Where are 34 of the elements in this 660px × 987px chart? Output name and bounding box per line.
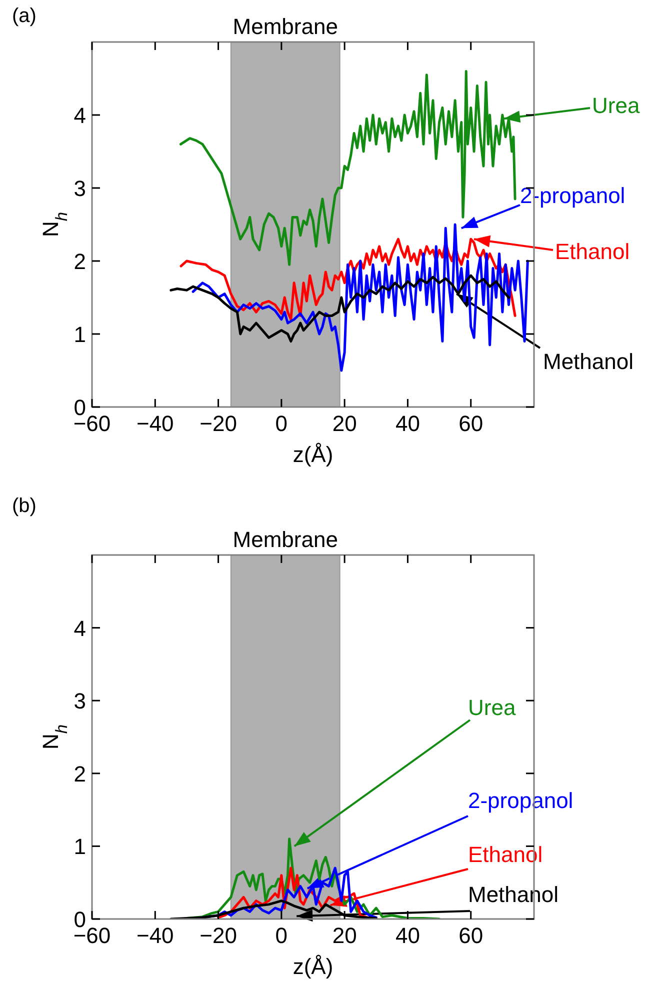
y-tick-label: 1 [74,834,86,860]
annotation: 2-propanol [520,183,626,208]
x-axis-title: z(Å) [292,954,334,979]
annotation: Methanol [468,882,559,907]
annotation: Ethanol [555,239,630,264]
y-tick-label: 2 [74,761,86,786]
x-tick-label: −40 [136,923,174,948]
x-tick-label: 0 [275,923,288,948]
y-tick-label: 4 [74,103,86,128]
y-tick-label: 2 [74,249,86,274]
y-tick-label: 4 [74,616,86,641]
chart-title: (a) [12,5,36,27]
x-tick-label: 0 [275,411,288,436]
x-axis-title: z(Å) [292,442,334,467]
annotation: 2-propanol [468,788,574,813]
x-tick-label: 60 [458,411,484,436]
annotation: Ethanol [468,842,543,867]
x-tick-label: −20 [200,923,237,948]
x-tick-label: 60 [458,923,484,948]
x-tick-label: 40 [395,411,420,436]
chart-title: (b) [12,495,36,517]
x-tick-label: 20 [332,923,357,948]
x-tick-label: −20 [200,411,237,436]
y-tick-label: 1 [74,322,86,347]
x-tick-label: 40 [395,923,420,948]
annotation: Methanol [543,349,634,374]
annotation: Urea [592,93,640,118]
y-tick-label: 3 [74,176,86,201]
x-tick-label: −40 [136,411,174,436]
annotation: Urea [468,695,516,720]
band-label: Membrane [232,14,338,39]
band-label: Membrane [232,527,338,552]
x-tick-label: 20 [332,411,357,436]
y-tick-label: 3 [74,688,86,714]
